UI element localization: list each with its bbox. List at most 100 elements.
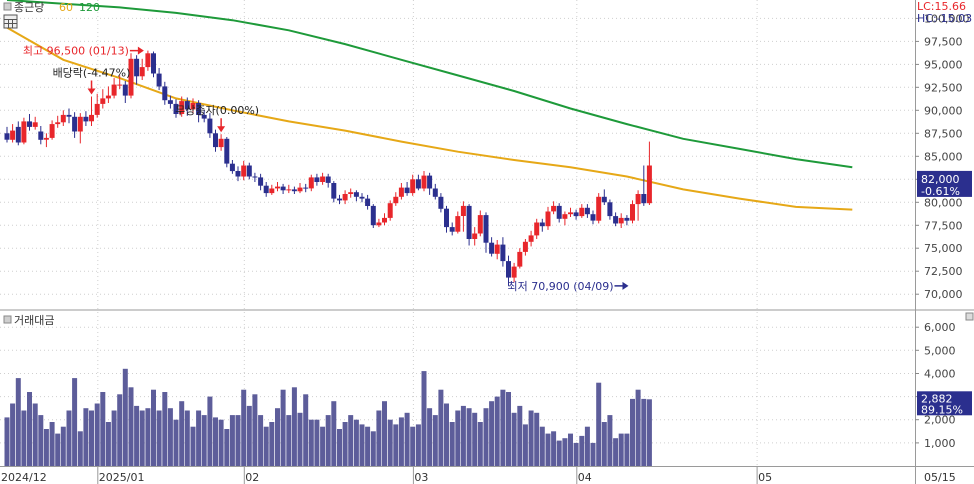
volume-bar (241, 389, 247, 466)
grid-table-icon[interactable] (3, 14, 18, 29)
candle-body (111, 84, 117, 96)
price-tick-label: 70,000 (924, 288, 963, 301)
candle-body (449, 227, 455, 232)
volume-bar (359, 424, 365, 466)
volume-bar (494, 396, 500, 466)
candle-body (246, 165, 252, 177)
volume-bar (562, 438, 568, 466)
volume-bar (32, 403, 38, 466)
current-price: 82,000 (921, 173, 960, 186)
candle-body (489, 242, 495, 254)
volume-bar (618, 433, 624, 466)
candles (4, 50, 652, 286)
candle-body (263, 185, 269, 194)
volume-bars (4, 368, 652, 466)
price-tick-label: 90,000 (924, 104, 963, 117)
annotations: 최고 96,500 (01/13) 최저 70,900 (04/09) 배당락(… (23, 45, 629, 293)
candle-body (275, 186, 280, 189)
candle-body (151, 53, 156, 74)
volume-bar (128, 387, 134, 466)
candle-body (410, 179, 416, 194)
ma60-line (6, 26, 853, 211)
candle-body (252, 176, 258, 178)
volume-bar (472, 412, 478, 466)
candle-body (77, 116, 83, 132)
price-tick-label: 85,000 (924, 150, 963, 163)
price-tick-label: 97,500 (924, 35, 963, 48)
dividend-annotation: 배당락(-4.47%) (53, 67, 131, 80)
volume-bar (49, 422, 55, 466)
volume-bar (66, 410, 72, 466)
candle-body (444, 208, 449, 228)
volume-bar (511, 412, 517, 466)
candle-body (438, 196, 444, 209)
candle-body (556, 205, 562, 219)
price-tick-label: 75,000 (924, 242, 963, 255)
volume-bar (162, 392, 168, 466)
candle-body (646, 165, 652, 204)
gridlines (0, 0, 915, 466)
candle-body (500, 244, 506, 262)
volume-bar (207, 396, 213, 466)
candle-body (156, 73, 162, 87)
candle-body (325, 176, 331, 183)
volume-bar (641, 398, 647, 466)
candle-body (613, 216, 619, 224)
candle-body (314, 177, 320, 182)
volume-bar (573, 442, 579, 466)
volume-bar (539, 426, 545, 466)
volume-bar (201, 415, 207, 466)
menu-toggle-icon[interactable] (3, 2, 12, 11)
volume-bar (43, 429, 49, 466)
volume-bar (190, 426, 196, 466)
volume-bar (297, 412, 303, 466)
candle-body (15, 126, 21, 143)
price-tick-label: 87,500 (924, 127, 963, 140)
panel-scroll-handle[interactable] (965, 312, 974, 321)
volume-bar (556, 440, 562, 466)
volume-bar (483, 408, 489, 466)
candle-body (348, 192, 354, 194)
volume-bar (376, 410, 382, 466)
volume-bar (421, 371, 427, 466)
volume-bar (528, 410, 534, 466)
candle-body (128, 58, 134, 96)
lc-label: LC:15.66 (917, 0, 966, 13)
candle-body (432, 188, 438, 197)
volume-bar (167, 408, 173, 466)
volume-bar (613, 438, 619, 466)
candle-body (145, 53, 151, 68)
volume-bar (55, 433, 61, 466)
candle-body (72, 116, 78, 132)
candle-body (573, 212, 579, 217)
volume-bar (568, 433, 573, 466)
current-volume-ratio: 89.15% (921, 403, 963, 416)
volume-tick-label: 2,000 (924, 414, 956, 427)
low-arrow-icon (614, 281, 629, 290)
candle-body (83, 116, 89, 122)
candle-body (66, 114, 72, 117)
date-label: 05 (758, 471, 772, 484)
volume-bar (4, 417, 10, 466)
candle-body (162, 86, 168, 101)
candle-body (297, 187, 303, 192)
candle-body (49, 124, 55, 138)
current-change: -0.61% (921, 185, 960, 198)
price-panel (0, 0, 915, 309)
date-label: 05/15 (924, 471, 956, 484)
bonus-issue-arrow-icon (217, 118, 226, 133)
volume-bar (27, 392, 32, 466)
volume-bar (83, 408, 89, 466)
volume-panel-icon[interactable] (3, 315, 12, 324)
date-label: 2024/12 (1, 471, 47, 484)
volume-bar (455, 410, 461, 466)
candle-body (398, 187, 404, 197)
volume-bar (489, 401, 495, 466)
volume-bar (365, 426, 371, 466)
candle-body (421, 175, 427, 189)
volume-bar (584, 426, 590, 466)
candle-body (415, 179, 421, 189)
candle-body (353, 192, 359, 197)
candle-body (522, 241, 528, 252)
current-price-box: 82,000 -0.61% (917, 170, 972, 198)
